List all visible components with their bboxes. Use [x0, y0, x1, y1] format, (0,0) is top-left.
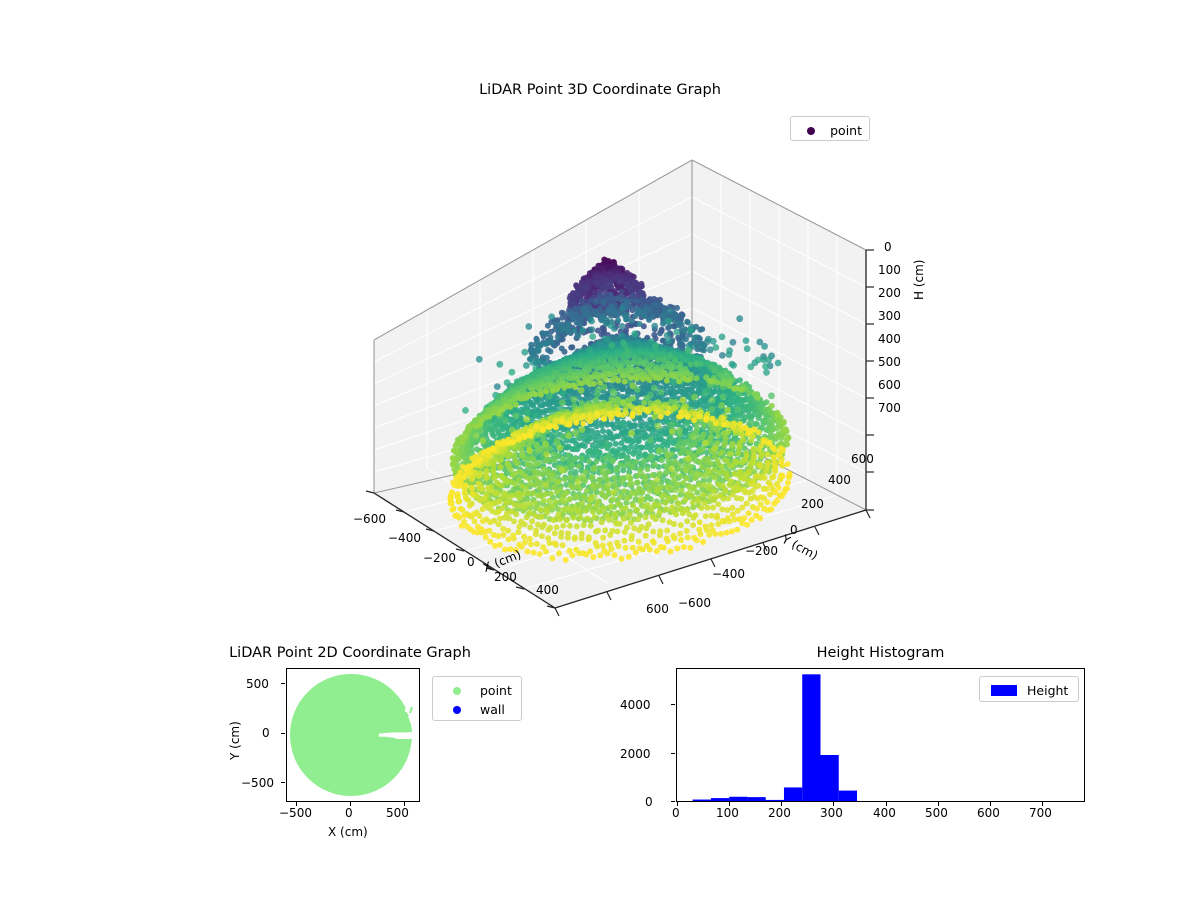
histogram-bar — [747, 797, 766, 801]
lidar-3d-canvas — [365, 159, 874, 617]
axis2d-x-label: X (cm) — [328, 825, 368, 839]
tick-hist-y-2000 — [671, 753, 675, 754]
legend-label-wall-2d: wall — [480, 702, 505, 717]
legend-label-point: point — [830, 123, 862, 138]
tick-2d-y-neg500 — [281, 782, 285, 783]
legend-3d: point — [790, 116, 870, 141]
legend-item-point-2d: point — [440, 681, 514, 700]
tick-2d-x-500 — [404, 802, 405, 806]
tick-2d-x-neg500 — [296, 802, 297, 806]
point-marker-icon — [798, 126, 824, 135]
histogram-bar — [765, 799, 784, 801]
legend-item-point: point — [798, 121, 862, 140]
legend-item-wall-2d: wall — [440, 700, 514, 719]
lidar-2d-canvas — [290, 674, 419, 796]
axis3d-h-label: H (cm) — [912, 259, 926, 301]
histogram-bar — [692, 799, 711, 801]
height-histogram-canvas — [692, 674, 858, 801]
point-cloud-3d — [447, 256, 793, 563]
page-title-2d: LiDAR Point 2D Coordinate Graph — [229, 645, 471, 661]
legend-label-point-2d: point — [480, 683, 512, 698]
histogram-bar — [802, 674, 821, 801]
point-marker-icon — [440, 686, 474, 695]
height-swatch-icon — [987, 685, 1021, 696]
wall-marker-icon — [440, 705, 474, 714]
tick-2d-y-500 — [281, 683, 285, 684]
histogram-bar — [820, 754, 839, 801]
legend-2d: point wall — [432, 676, 522, 721]
tick-hist-y-4000 — [671, 704, 675, 705]
tick-hist-y-0 — [671, 801, 675, 802]
page-title-3d: LiDAR Point 3D Coordinate Graph — [479, 82, 721, 98]
tick-2d-x-0 — [350, 802, 351, 806]
legend-item-height: Height — [987, 681, 1071, 700]
histogram-bars — [692, 674, 858, 801]
legend-hist: Height — [979, 676, 1079, 702]
tick-2d-y-0 — [281, 733, 285, 734]
histogram-bar — [710, 798, 730, 801]
legend-label-height: Height — [1027, 683, 1069, 698]
histogram-bar — [783, 787, 803, 801]
axis2d-y-label: Y (cm) — [228, 721, 242, 760]
point-disc — [290, 674, 419, 796]
lidar-2d-plot[interactable] — [286, 668, 420, 802]
histogram-bar — [729, 796, 748, 801]
histogram-bar — [838, 790, 858, 801]
lidar-3d-plot[interactable] — [300, 140, 920, 620]
page-title-hist: Height Histogram — [816, 645, 945, 661]
